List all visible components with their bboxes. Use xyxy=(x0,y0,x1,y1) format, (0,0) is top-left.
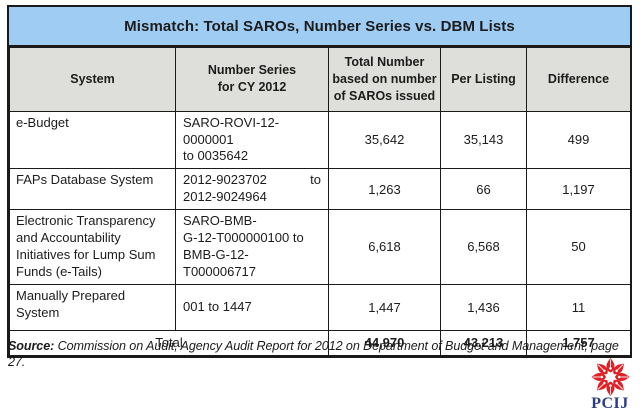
mismatch-table: Mismatch: Total SAROs, Number Series vs.… xyxy=(7,5,632,358)
column-header: System xyxy=(9,47,176,112)
difference-cell: 1,197 xyxy=(526,168,631,211)
per-listing-cell: 1,436 xyxy=(440,283,527,331)
table-row: Manually Prepared System 001 to 1447 1,447… xyxy=(9,283,631,331)
difference-cell: 499 xyxy=(526,110,631,170)
total-row: Total 44,970 43,213 1,757 xyxy=(9,329,631,356)
number-series-cell: 2012-9023702 to 2012-9024964 xyxy=(175,168,329,211)
total-number-cell: 6,618 xyxy=(328,209,441,285)
column-header: Total Number based on number of SAROs is… xyxy=(328,47,441,112)
table-row: e-Budget SARO-ROVI-12-0000001 to 0035642 35… xyxy=(9,110,631,170)
source-label: Source: xyxy=(8,339,55,353)
system-cell: FAPs Database System xyxy=(9,168,176,211)
pcij-starburst-icon xyxy=(590,357,630,397)
total-number-cell: 1,263 xyxy=(328,168,441,211)
total-number-cell: 35,642 xyxy=(328,110,441,170)
header-row: System Number Series for CY 2012 Total Num… xyxy=(9,47,631,112)
source-note: Source: Commission on Audit, Agency Audi… xyxy=(8,338,632,371)
table-row: Electronic Transparency and Accountabili… xyxy=(9,209,631,285)
column-header: Per Listing xyxy=(440,47,527,112)
difference-cell: 11 xyxy=(526,283,631,331)
number-series-cell: SARO-ROVI-12-0000001 to 0035642 xyxy=(175,110,329,170)
per-listing-cell: 35,143 xyxy=(440,110,527,170)
system-cell: e-Budget xyxy=(9,110,176,170)
table-body: e-Budget SARO-ROVI-12-0000001 to 0035642 35… xyxy=(9,110,631,331)
table-row: FAPs Database System 2012-9023702 to 2012-9… xyxy=(9,168,631,211)
difference-cell: 1,757 xyxy=(526,329,631,356)
saro-mismatch-table: System Number Series for CY 2012 Total Num… xyxy=(9,47,631,356)
per-listing-cell: 6,568 xyxy=(440,209,527,285)
total-number-cell: 44,970 xyxy=(328,329,441,356)
system-cell: Electronic Transparency and Accountabili… xyxy=(9,209,176,285)
table-title: Mismatch: Total SAROs, Number Series vs.… xyxy=(9,7,630,47)
column-header: Number Series for CY 2012 xyxy=(175,47,329,112)
total-label: Total xyxy=(9,329,329,356)
number-series-cell: 001 to 1447 xyxy=(175,283,329,331)
pcij-logo: PCIJ xyxy=(585,357,635,412)
pcij-logo-text: PCIJ xyxy=(591,395,629,412)
number-series-cell: SARO-BMB- G-12-T000000100 to BMB-G-12-T000… xyxy=(175,209,329,285)
per-listing-cell: 66 xyxy=(440,168,527,211)
total-number-cell: 1,447 xyxy=(328,283,441,331)
column-header: Difference xyxy=(526,47,631,112)
source-text: Commission on Audit, Agency Audit Report… xyxy=(8,339,619,370)
system-cell: Manually Prepared System xyxy=(9,283,176,331)
difference-cell: 50 xyxy=(526,209,631,285)
